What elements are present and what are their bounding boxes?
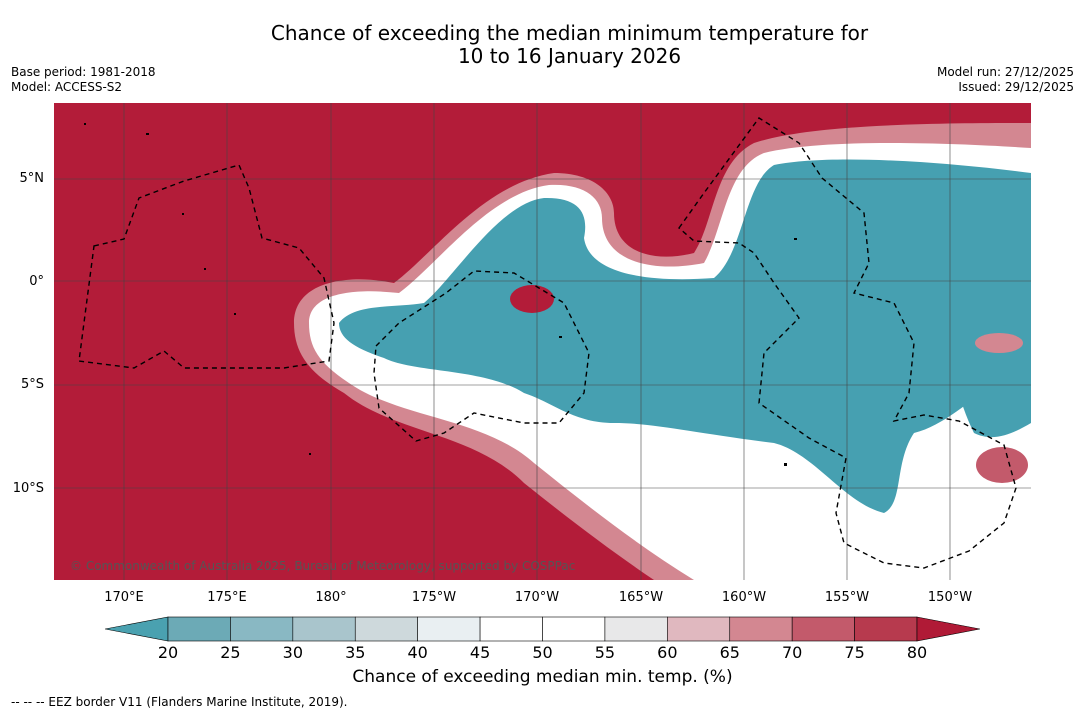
colorbar-label: Chance of exceeding median min. temp. (%… bbox=[352, 667, 733, 687]
forecast-map bbox=[54, 103, 1031, 580]
meta-left: Base period: 1981-2018 Model: ACCESS-S2 bbox=[11, 65, 156, 95]
colorbar-cell bbox=[542, 616, 606, 642]
lat-label-0: 0° bbox=[29, 274, 44, 289]
colorbar-tick-label: 40 bbox=[407, 643, 428, 662]
warm-spot-3 bbox=[976, 447, 1028, 483]
lon-label-170w: 170°W bbox=[514, 590, 560, 605]
lon-label-165w: 165°W bbox=[618, 590, 664, 605]
lon-label-160w: 160°W bbox=[721, 590, 767, 605]
lon-label-155w: 155°W bbox=[824, 590, 870, 605]
model-name: Model: ACCESS-S2 bbox=[11, 80, 123, 94]
eez-borders bbox=[78, 117, 1017, 569]
colorbar-tick-label: 35 bbox=[345, 643, 366, 662]
lon-label-180: 180° bbox=[315, 590, 347, 605]
lon-label-150w: 150°W bbox=[927, 590, 973, 605]
colorbar-cell bbox=[354, 616, 418, 642]
meta-right: Model run: 27/12/2025 Issued: 29/12/2025 bbox=[937, 65, 1074, 95]
eez-note: -- -- -- EEZ border V11 (Flanders Marine… bbox=[11, 695, 348, 709]
map-title: Chance of exceeding the median minimum t… bbox=[0, 22, 1085, 68]
colorbar-tick-label: 20 bbox=[157, 643, 179, 662]
warm-spot-2 bbox=[975, 333, 1023, 353]
lat-label-5n: 5°N bbox=[19, 171, 45, 186]
colorbar-arrow-low bbox=[105, 616, 169, 642]
lat-label-10s: 10°S bbox=[12, 481, 44, 496]
colorbar bbox=[105, 616, 980, 642]
colorbar-tick-label: 50 bbox=[532, 643, 553, 662]
cool-region-main bbox=[339, 159, 1031, 514]
copyright-note: © Commonwealth of Australia 2025, Bureau… bbox=[70, 559, 576, 573]
colorbar-arrow-high bbox=[916, 616, 980, 642]
island-markers bbox=[84, 123, 797, 466]
colorbar-tick-label: 75 bbox=[844, 643, 865, 662]
model-run: Model run: 27/12/2025 bbox=[936, 65, 1074, 79]
colorbar-tick-label: 80 bbox=[906, 643, 928, 662]
colorbar-cell bbox=[791, 616, 855, 642]
lon-label-175w: 175°W bbox=[411, 590, 457, 605]
colorbar-cell bbox=[167, 616, 231, 642]
colorbar-cell bbox=[667, 616, 731, 642]
colorbar-tick-label: 55 bbox=[594, 643, 616, 662]
colorbar-cell bbox=[230, 616, 294, 642]
colorbar-cells bbox=[105, 616, 980, 642]
lon-label-170e: 170°E bbox=[104, 590, 144, 605]
colorbar-tick-label: 25 bbox=[220, 643, 241, 662]
colorbar-cell bbox=[292, 616, 356, 642]
warm-spot-1 bbox=[510, 285, 554, 313]
title-line-1: Chance of exceeding the median minimum t… bbox=[270, 21, 869, 45]
colorbar-cell bbox=[729, 616, 793, 642]
colorbar-cell bbox=[604, 616, 668, 642]
base-period: Base period: 1981-2018 bbox=[11, 65, 156, 79]
colorbar-tick-label: 65 bbox=[719, 643, 740, 662]
lat-label-5s: 5°S bbox=[20, 377, 44, 392]
issued-date: Issued: 29/12/2025 bbox=[958, 80, 1074, 94]
colorbar-cell bbox=[417, 616, 481, 642]
colorbar-tick-label: 70 bbox=[781, 643, 803, 662]
cool-region-east bbox=[952, 325, 1031, 438]
title-line-2: 10 to 16 January 2026 bbox=[457, 44, 682, 68]
colorbar-cell bbox=[479, 616, 543, 642]
colorbar-tick-label: 60 bbox=[657, 643, 678, 662]
colorbar-cell bbox=[854, 616, 918, 642]
lon-label-175e: 175°E bbox=[207, 590, 247, 605]
colorbar-tick-label: 30 bbox=[282, 643, 303, 662]
colorbar-tick-label: 45 bbox=[469, 643, 491, 662]
